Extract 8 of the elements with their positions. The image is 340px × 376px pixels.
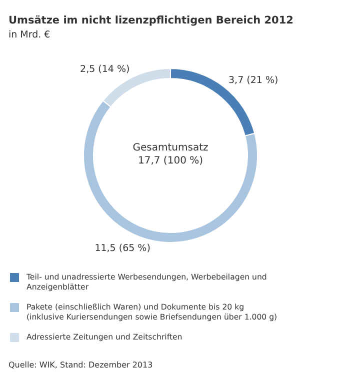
data-label: 2,5 (14 %) — [80, 64, 130, 76]
data-label: 11,5 (65 %) — [94, 242, 150, 254]
chart-title: Umsätze im nicht lizenzpflichtigen Bereich 2012 — [8, 14, 294, 26]
chart-subtitle: in Mrd. € — [8, 30, 50, 40]
data-label: 3,7 (21 %) — [228, 74, 278, 86]
source-note: Quelle: WIK, Stand: Dezember 2013 — [8, 360, 153, 370]
text: Gesamtumsatz — [132, 142, 208, 154]
text: 17,7 (100 %) — [138, 156, 204, 166]
